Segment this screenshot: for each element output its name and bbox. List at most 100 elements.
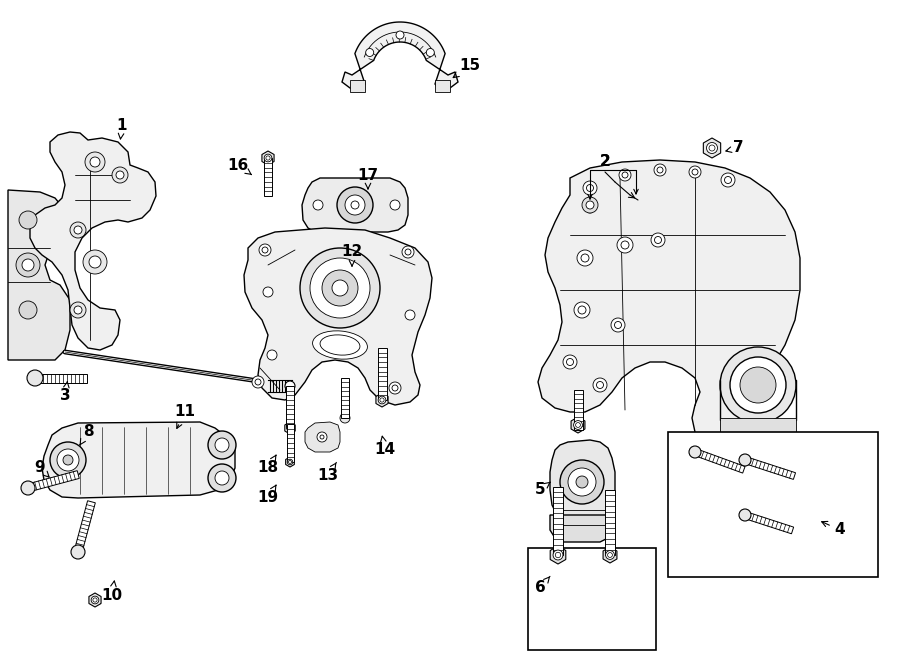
Polygon shape xyxy=(341,378,349,418)
Circle shape xyxy=(351,201,359,209)
Circle shape xyxy=(720,347,796,423)
Circle shape xyxy=(320,435,324,439)
Circle shape xyxy=(389,382,401,394)
Circle shape xyxy=(267,350,277,360)
Circle shape xyxy=(581,254,589,262)
Polygon shape xyxy=(42,422,235,498)
Circle shape xyxy=(300,248,380,328)
Polygon shape xyxy=(550,515,615,542)
Polygon shape xyxy=(744,512,794,534)
Circle shape xyxy=(692,169,698,175)
Circle shape xyxy=(578,306,586,314)
Circle shape xyxy=(208,431,236,459)
Polygon shape xyxy=(694,449,745,473)
Circle shape xyxy=(617,237,633,253)
Polygon shape xyxy=(538,160,800,452)
Circle shape xyxy=(608,553,612,557)
Text: 6: 6 xyxy=(535,576,550,596)
Circle shape xyxy=(740,367,776,403)
Polygon shape xyxy=(285,457,294,467)
Circle shape xyxy=(252,376,264,388)
Circle shape xyxy=(574,302,590,318)
Circle shape xyxy=(405,249,411,255)
Circle shape xyxy=(566,358,573,366)
Circle shape xyxy=(402,246,414,258)
Circle shape xyxy=(730,357,786,413)
Polygon shape xyxy=(550,546,566,564)
Text: 1: 1 xyxy=(117,118,127,139)
Bar xyxy=(350,80,365,92)
Circle shape xyxy=(654,237,662,243)
Text: 2: 2 xyxy=(599,155,610,169)
Circle shape xyxy=(563,355,577,369)
Text: 4: 4 xyxy=(822,522,845,537)
Circle shape xyxy=(322,270,358,306)
Circle shape xyxy=(619,169,631,181)
Circle shape xyxy=(91,596,99,604)
Circle shape xyxy=(57,449,79,471)
Polygon shape xyxy=(376,393,388,407)
Text: 17: 17 xyxy=(357,167,379,189)
Circle shape xyxy=(93,598,97,602)
Polygon shape xyxy=(703,138,721,158)
Circle shape xyxy=(622,172,628,178)
Ellipse shape xyxy=(320,335,360,355)
Circle shape xyxy=(568,468,596,496)
Polygon shape xyxy=(342,22,458,90)
Circle shape xyxy=(651,233,665,247)
Circle shape xyxy=(313,200,323,210)
Circle shape xyxy=(317,432,327,442)
Circle shape xyxy=(611,318,625,332)
Polygon shape xyxy=(744,457,796,479)
Text: 19: 19 xyxy=(257,485,279,506)
Circle shape xyxy=(208,464,236,492)
Polygon shape xyxy=(74,501,95,553)
Text: 13: 13 xyxy=(318,463,338,483)
Text: 2: 2 xyxy=(599,155,610,169)
Polygon shape xyxy=(286,424,293,462)
Circle shape xyxy=(90,157,100,167)
Circle shape xyxy=(576,422,580,428)
Circle shape xyxy=(27,370,43,386)
Circle shape xyxy=(287,459,292,465)
Circle shape xyxy=(396,31,404,39)
Circle shape xyxy=(74,226,82,234)
Ellipse shape xyxy=(312,331,367,359)
Circle shape xyxy=(70,222,86,238)
Text: 12: 12 xyxy=(341,245,363,266)
Circle shape xyxy=(63,455,73,465)
Circle shape xyxy=(16,253,40,277)
Circle shape xyxy=(709,145,715,151)
Circle shape xyxy=(19,211,37,229)
Circle shape xyxy=(654,164,666,176)
Circle shape xyxy=(689,166,701,178)
Circle shape xyxy=(289,461,292,463)
Circle shape xyxy=(70,302,86,318)
Circle shape xyxy=(215,438,229,452)
Polygon shape xyxy=(89,593,101,607)
Circle shape xyxy=(593,378,607,392)
Circle shape xyxy=(285,381,295,391)
Text: 11: 11 xyxy=(175,405,195,428)
Text: 3: 3 xyxy=(59,381,70,403)
Circle shape xyxy=(263,287,273,297)
Circle shape xyxy=(21,481,35,495)
Circle shape xyxy=(378,396,386,404)
Polygon shape xyxy=(244,228,432,405)
Polygon shape xyxy=(264,158,272,196)
Circle shape xyxy=(19,301,37,319)
Circle shape xyxy=(22,259,34,271)
Circle shape xyxy=(597,381,604,389)
Ellipse shape xyxy=(585,197,595,213)
Circle shape xyxy=(582,197,598,213)
Bar xyxy=(435,80,450,92)
Polygon shape xyxy=(35,373,87,383)
Circle shape xyxy=(71,545,85,559)
Circle shape xyxy=(259,244,271,256)
Circle shape xyxy=(724,176,732,184)
Polygon shape xyxy=(27,471,79,492)
Circle shape xyxy=(553,550,563,560)
Circle shape xyxy=(266,156,270,160)
Polygon shape xyxy=(377,348,386,400)
Text: 18: 18 xyxy=(257,455,279,475)
